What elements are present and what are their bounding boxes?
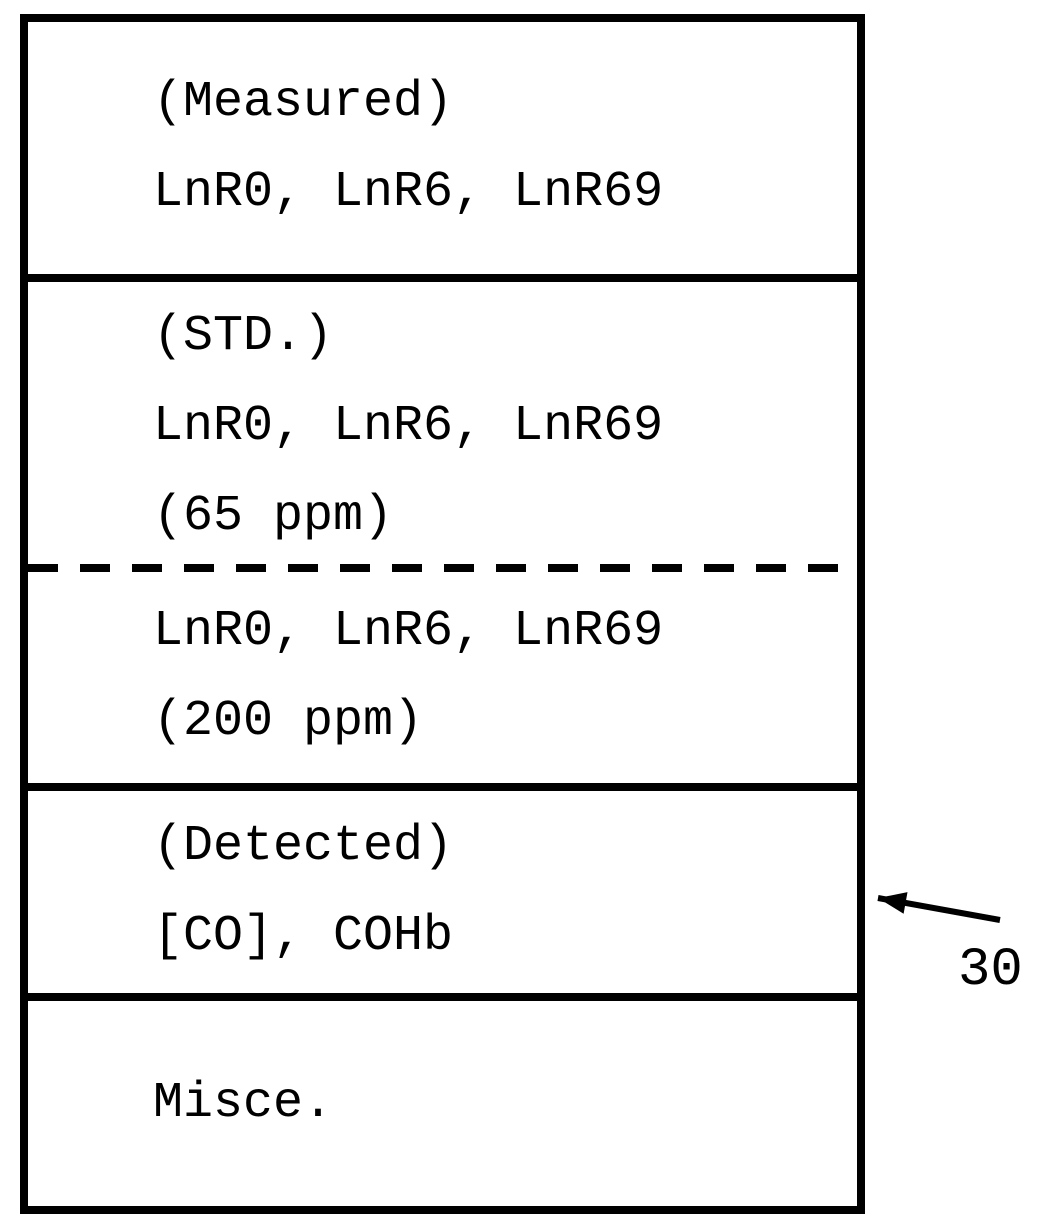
row-std-200ppm-line: LnR0, LnR6, LnR69: [153, 607, 857, 657]
row-detected-line: [CO], COHb: [153, 912, 857, 962]
row-measured-line: LnR0, LnR6, LnR69: [153, 168, 857, 218]
memory-map-table: (Measured) LnR0, LnR6, LnR69 (STD.) LnR0, L…: [20, 14, 865, 1214]
row-std-65ppm: (STD.) LnR0, LnR6, LnR69 (65 ppm): [28, 282, 857, 572]
diagram-canvas: (Measured) LnR0, LnR6, LnR69 (STD.) LnR0, L…: [0, 0, 1040, 1227]
row-detected: (Detected) [CO], COHb: [28, 791, 857, 1001]
row-misc-line: Misce.: [153, 1079, 857, 1129]
row-measured: (Measured) LnR0, LnR6, LnR69: [28, 22, 857, 282]
row-detected-line: (Detected): [153, 822, 857, 872]
row-std-65ppm-line: (STD.): [153, 312, 857, 362]
reference-number-label: 30: [958, 940, 1023, 1001]
row-misc: Misce.: [28, 1001, 857, 1206]
row-std-200ppm-line: (200 ppm): [153, 697, 857, 747]
row-std-200ppm: LnR0, LnR6, LnR69 (200 ppm): [28, 572, 857, 792]
dashed-divider: [28, 564, 857, 572]
row-measured-line: (Measured): [153, 78, 857, 128]
row-std-65ppm-line: LnR0, LnR6, LnR69: [153, 402, 857, 452]
row-std-65ppm-line: (65 ppm): [153, 492, 857, 542]
